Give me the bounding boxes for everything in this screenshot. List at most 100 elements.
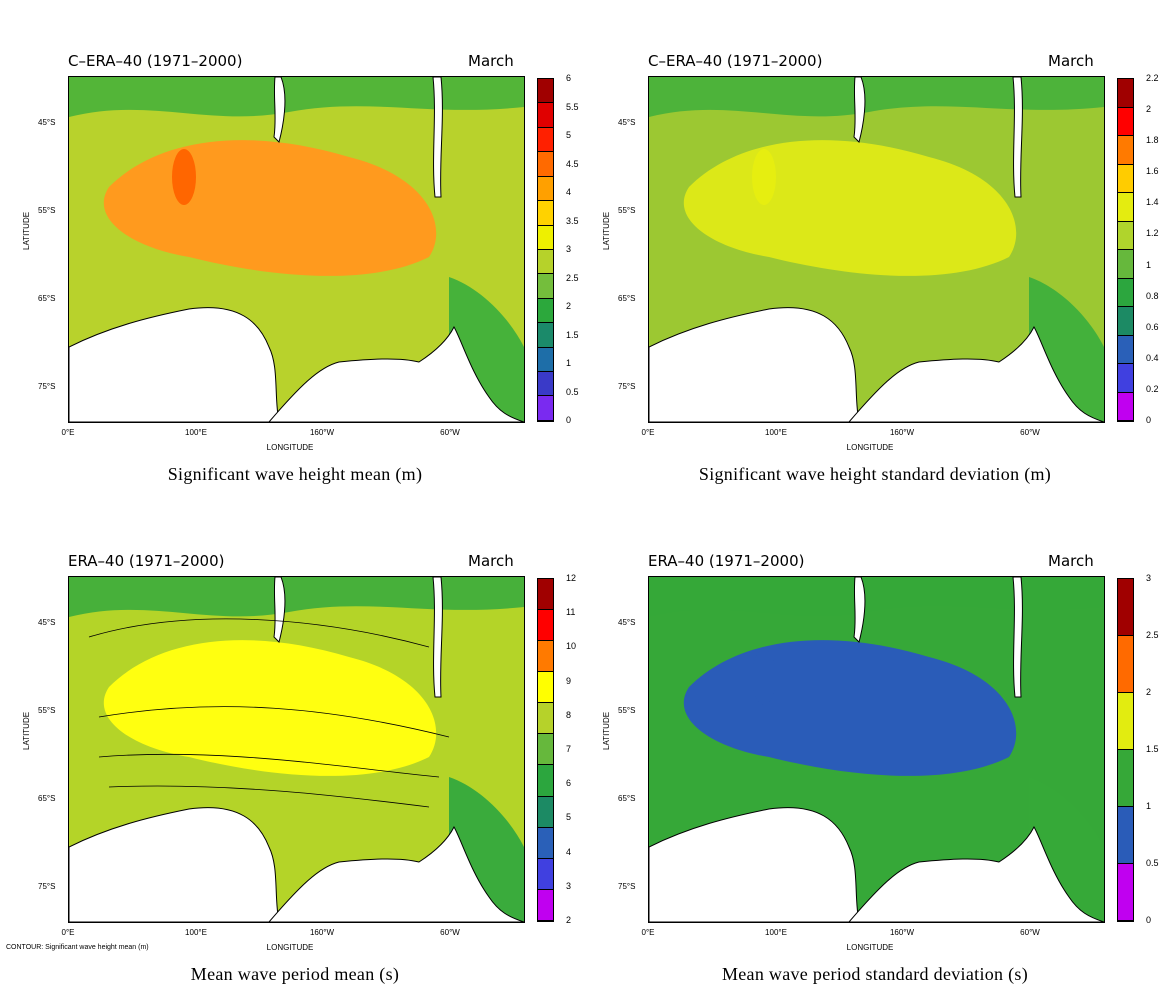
colorbar-segment [538, 372, 553, 397]
colorbar-label: 2.5 [1146, 630, 1159, 640]
core-field [752, 649, 776, 705]
colorbar-segment [1118, 693, 1133, 750]
northern-field [649, 77, 1104, 117]
colorbar-label: 9 [566, 675, 572, 686]
colorbar [1117, 578, 1134, 922]
northern-field [69, 77, 524, 117]
colorbar-segment [1118, 136, 1133, 165]
colorbar-segment [538, 347, 553, 373]
colorbar-segment [538, 103, 553, 128]
colorbar-segment [538, 641, 553, 673]
lon-tick-label: 60°W [440, 928, 460, 937]
colorbar-label: 2.5 [566, 272, 579, 283]
panel-header-month: March [1048, 552, 1094, 570]
lat-tick-label: 55°S [38, 706, 56, 715]
map-panel-1: C–ERA–40 (1971–2000) March 45°S 55°S 65°S 75°… [0, 0, 580, 500]
colorbar-segment [538, 323, 553, 348]
antarctica-land-east [268, 325, 524, 422]
map-panel-3: ERA–40 (1971–2000) March 45°S 55°S 65°S 75°S 0… [0, 500, 580, 1000]
lat-tick-label: 45°S [618, 618, 636, 627]
panel-header-dataset: ERA–40 (1971–2000) [68, 552, 225, 570]
colorbar-segment [538, 672, 553, 704]
colorbar-segment [1118, 193, 1133, 222]
colorbar-label: 2.2 [1146, 73, 1159, 83]
new-zealand-land [853, 77, 866, 143]
colorbar-label: 1 [566, 358, 572, 368]
lat-tick-label: 75°S [618, 882, 636, 891]
colorbar-segment [538, 610, 553, 642]
colorbar-segment [538, 796, 553, 828]
lat-tick-label: 75°S [38, 382, 56, 391]
lat-tick-label: 65°S [38, 294, 56, 303]
colorbar-segment [538, 201, 553, 226]
colorbar-label: 0.2 [1146, 383, 1159, 394]
antarctica-land-east [848, 825, 1104, 922]
colorbar-segment [538, 152, 553, 177]
lat-tick-label: 55°S [38, 206, 56, 215]
panel-caption: Significant wave height standard deviati… [698, 464, 1052, 484]
colorbar-segment [1118, 392, 1133, 421]
panel-header-dataset: C–ERA–40 (1971–2000) [68, 52, 243, 70]
colorbar-segment [1118, 750, 1133, 807]
lon-tick-label: 0°E [61, 928, 75, 937]
south-america-land [1012, 577, 1023, 698]
colorbar-label: 0.8 [1146, 290, 1159, 301]
lat-tick-label: 45°S [618, 118, 636, 127]
colorbar-label: 2 [566, 301, 572, 311]
colorbar-label: 1.6 [1146, 166, 1159, 177]
x-axis-title: LONGITUDE [846, 443, 894, 452]
lon-tick-label: 0°E [641, 928, 655, 937]
y-axis-title: LATITUDE [22, 211, 31, 250]
panel-header-month: March [468, 552, 514, 570]
lon-tick-label: 60°W [1020, 428, 1040, 437]
colorbar-segment [1118, 335, 1133, 364]
new-zealand-land [273, 577, 286, 643]
south-america-land [432, 77, 443, 198]
map-plot-area [68, 576, 525, 923]
contour-line [108, 785, 430, 808]
colorbar-segment [538, 274, 553, 299]
panel-caption: Mean wave period mean (s) [190, 964, 400, 984]
colorbar-label: 0.5 [566, 386, 579, 397]
y-axis-title: LATITUDE [22, 711, 31, 750]
colorbar-label: 4 [566, 846, 572, 857]
colorbar [537, 578, 554, 922]
northern-field [649, 577, 1104, 617]
lon-tick-label: 100°E [765, 428, 787, 437]
lat-tick-label: 55°S [618, 706, 636, 715]
colorbar-label: 8 [566, 709, 572, 720]
colorbar-label: 5 [566, 130, 572, 140]
lon-tick-label: 60°W [1020, 928, 1040, 937]
map-panel-2: C–ERA–40 (1971–2000) March 45°S 55°S 65°S 75°… [580, 0, 1160, 500]
antarctica-land-east [848, 325, 1104, 422]
colorbar-label: 1 [1146, 801, 1152, 811]
colorbar [1117, 78, 1134, 422]
colorbar-segment [1118, 807, 1133, 864]
colorbar-label: 1.2 [1146, 228, 1159, 239]
colorbar-label: 10 [566, 641, 577, 652]
y-axis-title: LATITUDE [602, 711, 611, 750]
south-america-land [432, 577, 443, 698]
colorbar-label: 2 [1146, 687, 1152, 697]
lon-tick-label: 0°E [61, 428, 75, 437]
contour-line [98, 706, 450, 738]
colorbar-label: 1.5 [566, 329, 579, 340]
colorbar-segment [1118, 636, 1133, 693]
colorbar-segment [538, 579, 553, 611]
colorbar-segment [1118, 307, 1133, 336]
colorbar-label: 1.8 [1146, 135, 1159, 146]
colorbar-segment [538, 176, 553, 202]
colorbar-label: 5.5 [566, 101, 579, 112]
antarctica-land-west [69, 307, 280, 422]
lon-tick-label: 60°W [440, 428, 460, 437]
colorbar-label: 4 [566, 187, 572, 197]
colorbar-segment [538, 79, 553, 104]
colorbar-segment [538, 396, 553, 421]
colorbar-label: 0.4 [1146, 352, 1159, 363]
colorbar-segment [1118, 579, 1133, 636]
new-zealand-land [853, 577, 866, 643]
colorbar-segment [538, 827, 553, 859]
core-field [172, 649, 196, 705]
colorbar [537, 78, 554, 422]
lon-tick-label: 160°W [889, 928, 915, 937]
